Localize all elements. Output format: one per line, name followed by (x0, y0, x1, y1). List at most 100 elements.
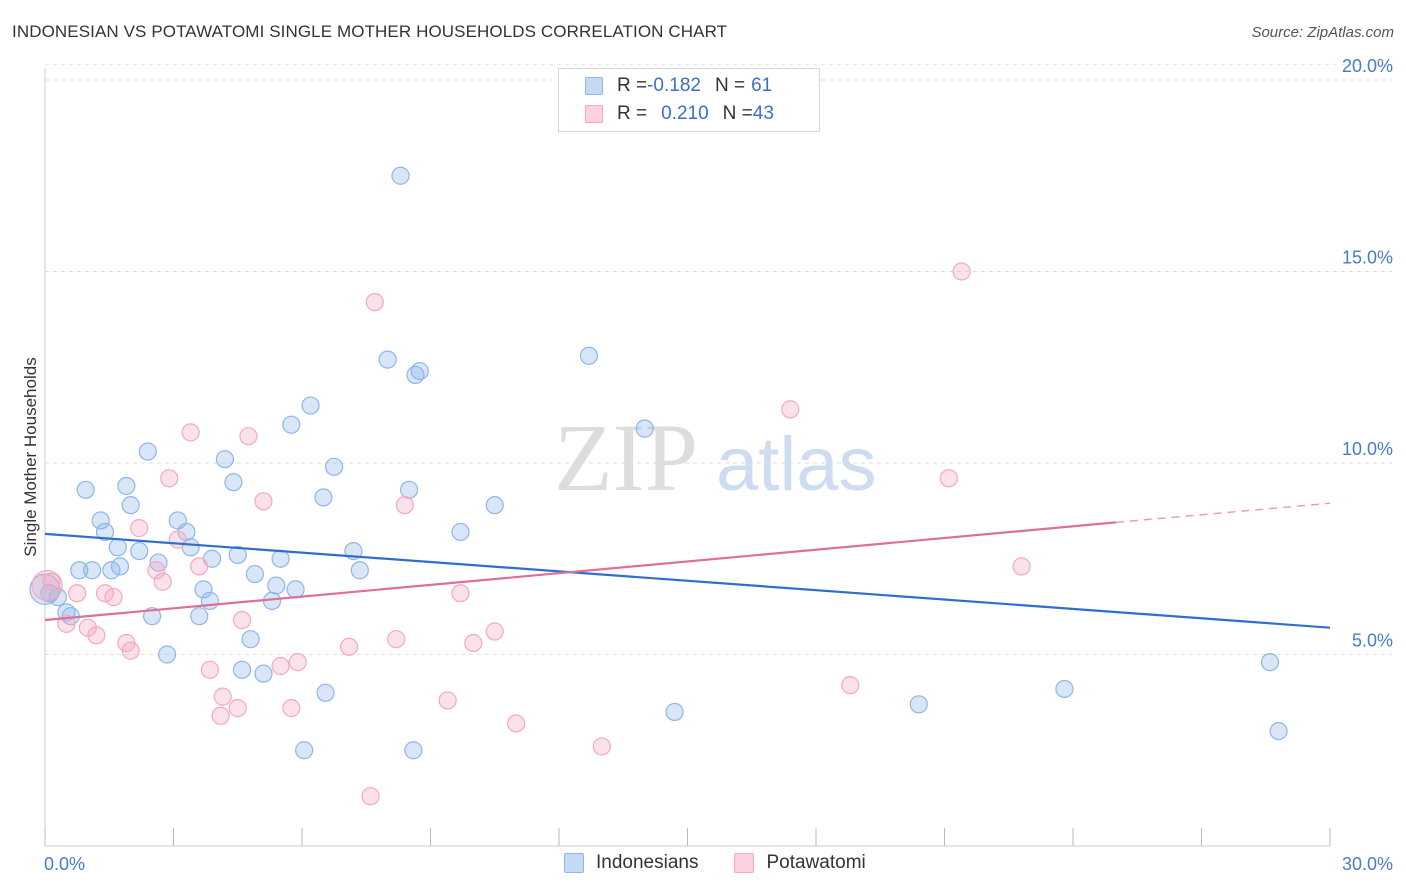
potawatomi-point[interactable] (200, 660, 220, 679)
indonesians-point[interactable] (579, 346, 599, 365)
potawatomi-point[interactable] (31, 569, 63, 602)
indonesians-point[interactable] (295, 741, 314, 760)
potawatomi-point[interactable] (95, 584, 115, 603)
potawatomi-point[interactable] (104, 587, 123, 607)
indonesians-point[interactable] (130, 541, 149, 561)
potawatomi-point[interactable] (365, 293, 384, 312)
indonesians-point[interactable] (232, 660, 252, 679)
potawatomi-point[interactable] (271, 656, 290, 676)
indonesians-point[interactable] (228, 545, 247, 565)
indonesians-point[interactable] (391, 166, 410, 185)
indonesians-point[interactable] (282, 415, 301, 434)
potawatomi-point[interactable] (288, 653, 307, 672)
indonesians-point[interactable] (200, 591, 220, 610)
potawatomi-point[interactable] (213, 687, 232, 706)
potawatomi-point[interactable] (87, 626, 106, 645)
potawatomi-point[interactable] (211, 706, 230, 725)
indonesians-point[interactable] (245, 564, 264, 584)
potawatomi-point[interactable] (361, 787, 380, 806)
indonesians-point[interactable] (91, 511, 110, 530)
potawatomi-point[interactable] (939, 469, 958, 488)
indonesians-point[interactable] (271, 549, 290, 568)
indonesians-point[interactable] (117, 476, 136, 496)
potawatomi-point[interactable] (168, 530, 187, 549)
indonesians-point[interactable] (215, 450, 234, 469)
indonesians-point[interactable] (76, 480, 95, 499)
indonesians-point[interactable] (267, 576, 286, 595)
indonesians-point[interactable] (142, 607, 162, 626)
potawatomi-point[interactable] (1012, 557, 1031, 576)
potawatomi-trend-extension (1115, 502, 1331, 524)
indonesians-point[interactable] (138, 442, 157, 461)
indonesians-point[interactable] (102, 561, 121, 580)
indonesians-point[interactable] (635, 419, 654, 438)
indonesians-point[interactable] (909, 695, 928, 714)
potawatomi-point[interactable] (68, 584, 87, 603)
indonesians-point[interactable] (110, 557, 130, 576)
potawatomi-point[interactable] (438, 691, 457, 710)
indonesians-point[interactable] (1055, 679, 1074, 699)
indonesians-point[interactable] (70, 561, 89, 580)
indonesians-point[interactable] (40, 584, 59, 603)
potawatomi-point[interactable] (190, 557, 209, 576)
indonesians-point[interactable] (194, 580, 213, 599)
indonesians-point[interactable] (108, 538, 127, 557)
potawatomi-point[interactable] (160, 469, 179, 488)
indonesians-point[interactable] (190, 607, 209, 626)
y-tick-label: 10.0% (1342, 439, 1393, 459)
indonesians-point[interactable] (95, 522, 115, 542)
legend-item-potawatomi[interactable]: Potawatomi (734, 852, 866, 874)
indonesians-point[interactable] (410, 361, 429, 381)
indonesians-point[interactable] (404, 741, 423, 760)
indonesians-point[interactable] (1269, 721, 1288, 741)
potawatomi-point[interactable] (340, 637, 359, 656)
indonesians-point[interactable] (157, 645, 177, 664)
legend-item-indonesians[interactable]: Indonesians (564, 852, 698, 874)
potawatomi-point[interactable] (282, 699, 301, 718)
indonesians-point[interactable] (224, 473, 243, 492)
potawatomi-point[interactable] (781, 400, 800, 419)
potawatomi-point[interactable] (451, 584, 470, 603)
indonesians-point[interactable] (286, 580, 305, 599)
potawatomi-point[interactable] (507, 714, 526, 733)
indonesians-point[interactable] (1260, 653, 1280, 672)
potawatomi-point[interactable] (464, 633, 483, 653)
indonesians-point[interactable] (350, 561, 369, 580)
indonesians-point[interactable] (665, 702, 684, 722)
legend-row-potawatomi: R = 0.210 N = 43 (585, 101, 774, 127)
potawatomi-trend-line (44, 521, 1116, 622)
potawatomi-point[interactable] (153, 572, 172, 591)
indonesians-point[interactable] (314, 488, 333, 507)
potawatomi-point[interactable] (952, 262, 971, 281)
potawatomi-point[interactable] (239, 427, 258, 446)
indonesians-point[interactable] (378, 350, 397, 369)
potawatomi-point[interactable] (485, 622, 504, 641)
indonesians-point[interactable] (325, 457, 344, 476)
x-tick-label-max: 30.0% (1342, 854, 1393, 874)
legend-n-value: 61 (751, 75, 773, 96)
potawatomi-point[interactable] (387, 630, 406, 649)
potawatomi-point[interactable] (254, 492, 273, 511)
potawatomi-point[interactable] (42, 572, 61, 591)
potawatomi-point[interactable] (181, 423, 200, 442)
potawatomi-point[interactable] (228, 699, 247, 718)
indonesians-point[interactable] (301, 396, 320, 415)
legend-n-label: N = (714, 75, 746, 96)
indonesians-point[interactable] (399, 480, 419, 499)
potawatomi-point[interactable] (232, 610, 252, 630)
indonesians-point[interactable] (451, 522, 470, 542)
indonesians-point[interactable] (316, 683, 335, 702)
potawatomi-point[interactable] (121, 641, 140, 660)
potawatomi-point[interactable] (57, 614, 76, 633)
indonesians-point[interactable] (241, 630, 260, 649)
indonesians-point[interactable] (121, 496, 140, 515)
indonesians-point[interactable] (254, 664, 273, 683)
potawatomi-point[interactable] (592, 737, 611, 756)
potawatomi-point[interactable] (841, 676, 860, 695)
potawatomi-point[interactable] (130, 519, 149, 538)
indonesians-point[interactable] (485, 496, 504, 515)
indonesians-point[interactable] (83, 561, 102, 580)
potawatomi-point[interactable] (147, 561, 166, 580)
potawatomi-point[interactable] (395, 496, 414, 515)
